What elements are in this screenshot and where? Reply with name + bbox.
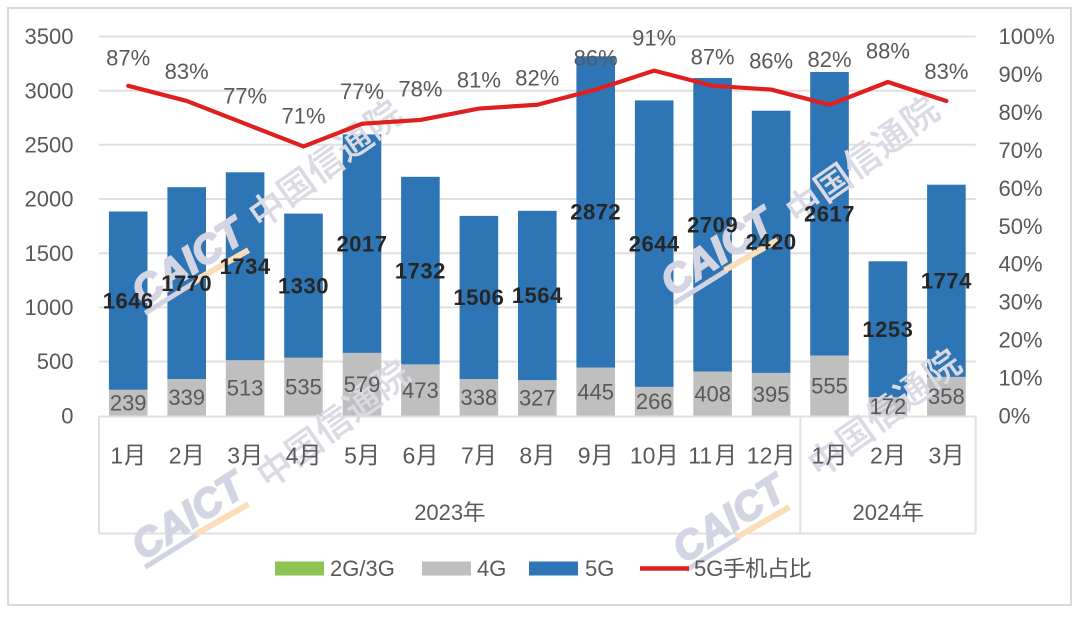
svg-text:5G: 5G: [585, 556, 614, 581]
svg-text:87%: 87%: [106, 46, 150, 71]
svg-text:2617: 2617: [804, 202, 855, 227]
svg-text:3000: 3000: [25, 78, 74, 103]
svg-text:579: 579: [344, 372, 381, 397]
svg-text:266: 266: [636, 389, 673, 414]
svg-text:90%: 90%: [999, 62, 1043, 87]
svg-text:91%: 91%: [632, 25, 676, 50]
svg-text:2500: 2500: [25, 133, 74, 158]
svg-text:535: 535: [285, 374, 322, 399]
svg-text:82%: 82%: [515, 66, 559, 91]
svg-text:83%: 83%: [165, 59, 209, 84]
svg-text:70%: 70%: [999, 138, 1043, 163]
svg-text:20%: 20%: [999, 328, 1043, 353]
svg-text:0: 0: [61, 403, 73, 428]
svg-text:87%: 87%: [691, 45, 735, 70]
svg-text:40%: 40%: [999, 252, 1043, 277]
svg-text:86%: 86%: [749, 48, 793, 73]
svg-text:71%: 71%: [281, 103, 325, 128]
svg-text:10: 10: [630, 442, 656, 468]
svg-text:80%: 80%: [999, 100, 1043, 125]
svg-text:2709: 2709: [687, 212, 738, 237]
svg-text:445: 445: [577, 379, 614, 404]
svg-text:1000: 1000: [25, 295, 74, 320]
svg-text:86%: 86%: [574, 45, 618, 70]
svg-text:3: 3: [929, 442, 942, 468]
svg-text:30%: 30%: [999, 290, 1043, 315]
svg-text:2024: 2024: [853, 500, 902, 525]
svg-text:3: 3: [227, 442, 240, 468]
svg-text:395: 395: [753, 382, 790, 407]
svg-text:88%: 88%: [866, 39, 910, 64]
svg-text:338: 338: [461, 385, 498, 410]
svg-text:239: 239: [110, 391, 147, 416]
svg-text:2872: 2872: [570, 200, 621, 225]
svg-text:2420: 2420: [746, 230, 797, 255]
svg-text:500: 500: [37, 349, 74, 374]
svg-text:1330: 1330: [278, 273, 329, 298]
svg-text:2644: 2644: [629, 231, 680, 256]
svg-text:2023: 2023: [414, 500, 463, 525]
svg-text:5: 5: [344, 442, 357, 468]
svg-text:2: 2: [169, 442, 182, 468]
svg-text:2G/3G: 2G/3G: [330, 556, 395, 581]
svg-text:10%: 10%: [999, 366, 1043, 391]
svg-text:5G: 5G: [694, 556, 723, 581]
svg-text:1: 1: [812, 442, 825, 468]
svg-text:358: 358: [928, 384, 965, 409]
svg-text:1770: 1770: [161, 271, 212, 296]
svg-text:1564: 1564: [512, 283, 563, 308]
svg-text:339: 339: [168, 385, 205, 410]
svg-text:1500: 1500: [25, 241, 74, 266]
svg-text:4G: 4G: [477, 556, 506, 581]
svg-text:3500: 3500: [25, 24, 74, 49]
svg-text:327: 327: [519, 386, 556, 411]
svg-text:1506: 1506: [453, 285, 504, 310]
svg-text:50%: 50%: [999, 214, 1043, 239]
svg-text:1732: 1732: [395, 258, 446, 283]
svg-text:100%: 100%: [999, 24, 1055, 49]
svg-text:473: 473: [402, 378, 439, 403]
svg-text:555: 555: [811, 373, 848, 398]
svg-text:60%: 60%: [999, 176, 1043, 201]
svg-text:6: 6: [403, 442, 416, 468]
svg-text:7: 7: [461, 442, 474, 468]
svg-text:81%: 81%: [457, 68, 501, 93]
svg-text:513: 513: [227, 376, 264, 401]
svg-text:77%: 77%: [340, 79, 384, 104]
svg-text:2017: 2017: [337, 231, 388, 256]
svg-text:9: 9: [578, 442, 591, 468]
svg-text:408: 408: [694, 381, 731, 406]
svg-text:1774: 1774: [921, 269, 972, 294]
svg-text:2000: 2000: [25, 187, 74, 212]
svg-text:78%: 78%: [398, 77, 442, 102]
svg-text:4: 4: [286, 442, 299, 468]
svg-text:1: 1: [110, 442, 123, 468]
svg-text:0%: 0%: [999, 403, 1031, 428]
svg-text:1734: 1734: [220, 254, 271, 279]
svg-text:12: 12: [747, 442, 773, 468]
svg-text:8: 8: [519, 442, 532, 468]
svg-text:83%: 83%: [924, 59, 968, 84]
svg-text:82%: 82%: [807, 47, 851, 72]
svg-text:77%: 77%: [223, 83, 267, 108]
svg-text:11: 11: [688, 442, 712, 468]
svg-text:1646: 1646: [103, 288, 154, 313]
svg-text:2: 2: [870, 442, 883, 468]
svg-text:172: 172: [870, 394, 907, 419]
svg-text:1253: 1253: [862, 317, 913, 342]
